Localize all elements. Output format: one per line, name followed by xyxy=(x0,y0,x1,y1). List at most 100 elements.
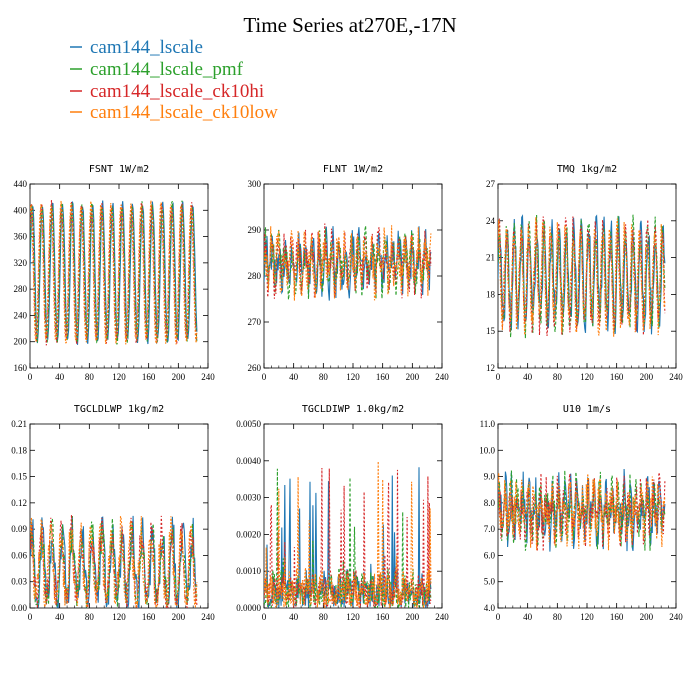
panel-6: U10 1m/s 0 40 80 120 160 200 240 4.0 5.0 6.0 7.0 8.0… xyxy=(479,404,683,622)
x-tick-label: 120 xyxy=(346,612,360,622)
y-tick-label: 0.00 xyxy=(11,603,27,613)
x-tick-label: 40 xyxy=(289,372,299,382)
x-tick-label: 40 xyxy=(523,372,533,382)
y-tick-label: 0.0050 xyxy=(236,419,261,429)
panel-1: FSNT 1W/m2 0 40 80 120 160 200 240 160 200 240 280 3… xyxy=(14,164,216,382)
x-tick-label: 80 xyxy=(85,372,95,382)
y-tick-label: 24 xyxy=(486,216,496,226)
series-line-cam144_lscale xyxy=(30,200,198,345)
y-tick-label: 15 xyxy=(486,326,496,336)
series-line-cam144_lscale_pmf xyxy=(30,515,198,608)
x-tick-label: 0 xyxy=(496,372,501,382)
series-line-cam144_lscale_pmf xyxy=(30,200,198,345)
y-tick-label: 0.06 xyxy=(11,550,27,560)
x-tick-label: 240 xyxy=(201,372,215,382)
panel-3: TMQ 1kg/m2 0 40 80 120 160 200 240 12 15 18 21 24 27 xyxy=(486,164,683,382)
series-line-cam144_lscale_ck10low xyxy=(264,225,432,301)
y-tick-label: 0.0010 xyxy=(236,566,261,576)
y-tick-label: 0.0000 xyxy=(236,603,261,613)
x-tick-label: 80 xyxy=(553,372,563,382)
y-tick-label: 18 xyxy=(486,289,496,299)
panel-title: TMQ 1kg/m2 xyxy=(557,164,617,175)
y-tick-label: 440 xyxy=(14,179,28,189)
x-tick-label: 160 xyxy=(610,612,624,622)
legend-label-2: cam144_lscale_pmf xyxy=(90,59,244,80)
y-tick-label: 240 xyxy=(14,310,28,320)
y-tick-label: 270 xyxy=(248,317,262,327)
legend-label-3: cam144_lscale_ck10hi xyxy=(90,81,264,102)
legend-label-4: cam144_lscale_ck10low xyxy=(90,102,278,123)
y-tick-label: 160 xyxy=(14,363,28,373)
series-line-cam144_lscale_ck10hi xyxy=(498,472,666,552)
x-tick-label: 40 xyxy=(55,372,65,382)
panel-title: FLNT 1W/m2 xyxy=(323,164,383,175)
y-tick-label: 280 xyxy=(248,271,262,281)
series-line-cam144_lscale_ck10low xyxy=(30,516,198,608)
y-tick-label: 360 xyxy=(14,232,28,242)
y-tick-label: 0.0020 xyxy=(236,529,261,539)
x-tick-label: 0 xyxy=(262,612,267,622)
y-tick-label: 12 xyxy=(486,363,495,373)
x-tick-label: 160 xyxy=(610,372,624,382)
x-tick-label: 80 xyxy=(319,372,329,382)
panel-title: FSNT 1W/m2 xyxy=(89,164,149,175)
x-tick-label: 240 xyxy=(435,372,449,382)
series-line-cam144_lscale_pmf xyxy=(264,225,432,300)
series-line-cam144_lscale_ck10hi xyxy=(30,200,198,346)
x-tick-label: 40 xyxy=(523,612,533,622)
y-tick-label: 8.0 xyxy=(484,498,496,508)
figure-title: Time Series at270E,-17N xyxy=(243,13,456,37)
x-tick-label: 160 xyxy=(376,612,390,622)
legend: cam144_lscale cam144_lscale_pmf cam144_l… xyxy=(70,37,278,123)
x-tick-label: 240 xyxy=(669,372,683,382)
y-tick-label: 0.0030 xyxy=(236,493,261,503)
y-tick-label: 10.0 xyxy=(479,445,495,455)
x-tick-label: 120 xyxy=(112,372,126,382)
y-tick-label: 9.0 xyxy=(484,472,496,482)
x-tick-label: 120 xyxy=(346,372,360,382)
panel-title: TGCLDLWP 1kg/m2 xyxy=(74,404,164,415)
x-tick-label: 200 xyxy=(172,612,186,622)
y-tick-label: 0.15 xyxy=(11,472,27,482)
y-tick-label: 0.0040 xyxy=(236,456,261,466)
panel-title: U10 1m/s xyxy=(563,404,611,415)
y-tick-label: 280 xyxy=(14,284,28,294)
x-tick-label: 0 xyxy=(28,372,33,382)
y-tick-label: 5.0 xyxy=(484,577,496,587)
x-tick-label: 0 xyxy=(28,612,33,622)
x-tick-label: 0 xyxy=(262,372,267,382)
y-tick-label: 4.0 xyxy=(484,603,496,613)
y-tick-label: 0.09 xyxy=(11,524,27,534)
x-tick-label: 240 xyxy=(201,612,215,622)
y-tick-label: 0.12 xyxy=(11,498,27,508)
series-line-cam144_lscale_ck10low xyxy=(264,461,432,608)
y-tick-label: 260 xyxy=(248,363,262,373)
y-tick-label: 0.21 xyxy=(11,419,27,429)
y-tick-label: 0.18 xyxy=(11,445,27,455)
x-tick-label: 80 xyxy=(319,612,329,622)
panel-4: TGCLDLWP 1kg/m2 0 40 80 120 160 200 240 0.00 0.03… xyxy=(11,404,215,622)
x-tick-label: 80 xyxy=(85,612,95,622)
series-line-cam144_lscale_ck10low xyxy=(498,472,666,551)
legend-label-1: cam144_lscale xyxy=(90,37,203,58)
panel-title: TGCLDIWP 1.0kg/m2 xyxy=(302,404,404,415)
x-tick-label: 160 xyxy=(142,372,156,382)
x-tick-label: 0 xyxy=(496,612,501,622)
y-tick-label: 320 xyxy=(14,258,28,268)
x-tick-label: 40 xyxy=(289,612,299,622)
y-tick-label: 6.0 xyxy=(484,550,496,560)
y-tick-label: 21 xyxy=(486,253,495,263)
x-tick-label: 120 xyxy=(580,372,594,382)
x-tick-label: 120 xyxy=(112,612,126,622)
y-tick-label: 300 xyxy=(248,179,262,189)
y-tick-label: 400 xyxy=(14,205,28,215)
x-tick-label: 200 xyxy=(406,612,420,622)
x-tick-label: 200 xyxy=(640,612,654,622)
y-tick-label: 290 xyxy=(248,225,262,235)
x-tick-label: 40 xyxy=(55,612,65,622)
series-line-cam144_lscale_ck10hi xyxy=(498,216,666,337)
x-tick-label: 200 xyxy=(406,372,420,382)
panel-2: FLNT 1W/m2 0 40 80 120 160 200 240 260 270 280 290 3… xyxy=(248,164,450,382)
series-line-cam144_lscale_ck10hi xyxy=(264,223,432,299)
